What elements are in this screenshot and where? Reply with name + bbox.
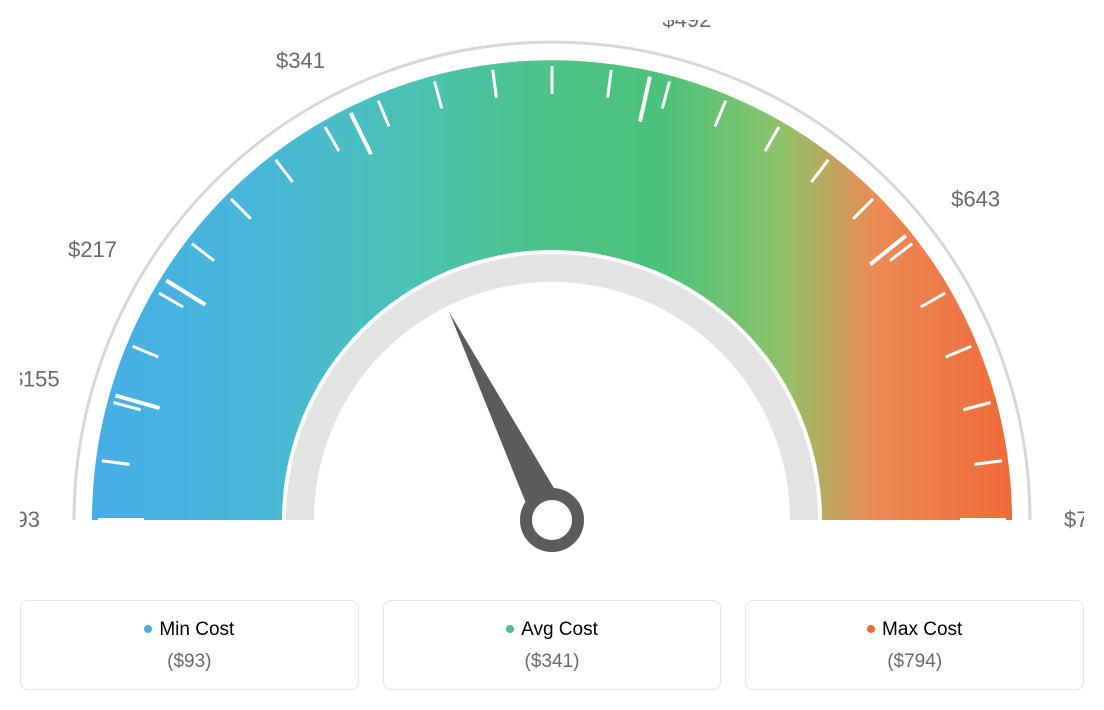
svg-text:$93: $93 <box>20 507 40 532</box>
legend-row: Min Cost ($93) Avg Cost ($341) Max Cost … <box>20 600 1084 690</box>
svg-text:$217: $217 <box>68 237 117 262</box>
legend-card-max: Max Cost ($794) <box>745 600 1084 690</box>
svg-text:$492: $492 <box>662 20 711 32</box>
svg-text:$643: $643 <box>951 186 1000 211</box>
svg-text:$794: $794 <box>1064 507 1084 532</box>
legend-card-avg: Avg Cost ($341) <box>383 600 722 690</box>
legend-value-min: ($93) <box>31 651 348 673</box>
legend-card-min: Min Cost ($93) <box>20 600 359 690</box>
svg-text:$341: $341 <box>276 48 325 73</box>
legend-label-avg-text: Avg Cost <box>521 619 598 640</box>
legend-value-avg: ($341) <box>394 651 711 673</box>
legend-label-max-text: Max Cost <box>882 619 962 640</box>
legend-label-min-text: Min Cost <box>159 619 234 640</box>
svg-text:$155: $155 <box>20 367 60 392</box>
legend-label-max: Max Cost <box>756 619 1073 641</box>
dot-icon <box>867 625 875 633</box>
legend-value-max: ($794) <box>756 651 1073 673</box>
dot-icon <box>144 625 152 633</box>
legend-label-avg: Avg Cost <box>394 619 711 641</box>
dot-icon <box>506 625 514 633</box>
cost-gauge-chart: $93 $155 $217 $341 $492 $643 $794 Min Cost ($9… <box>20 20 1084 690</box>
legend-label-min: Min Cost <box>31 619 348 641</box>
gauge-dial: $93 $155 $217 $341 $492 $643 $794 <box>20 20 1084 580</box>
